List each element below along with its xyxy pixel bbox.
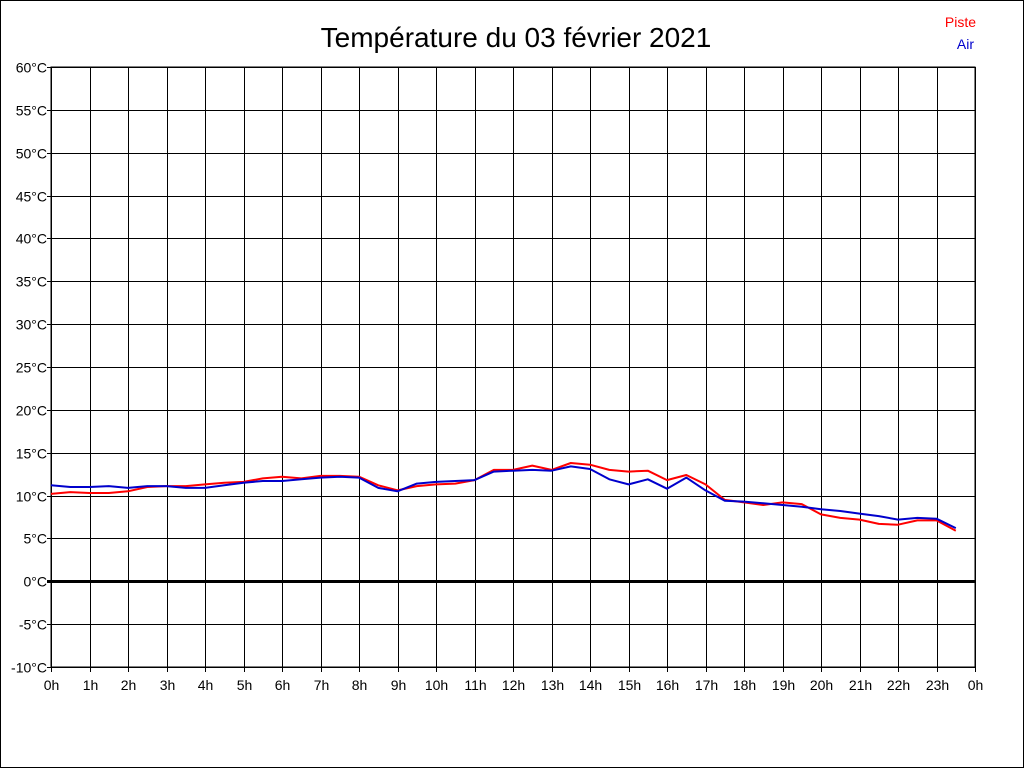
x-tick-label: 18h xyxy=(733,677,756,693)
x-tick-label: 22h xyxy=(887,677,910,693)
x-tick-label: 17h xyxy=(695,677,718,693)
y-tick-label: -5°C xyxy=(19,617,47,633)
x-tick-label: 8h xyxy=(352,677,368,693)
x-tick-label: 16h xyxy=(656,677,679,693)
y-tick-label: 10°C xyxy=(16,489,47,505)
y-tick-label: 35°C xyxy=(16,274,47,290)
axes: 0h 1h 2h 3h 4h 5h 6h 7h 8h 9h 10h 11h 12h 13h 14h 15h 16… xyxy=(11,60,983,694)
x-tick-label: 13h xyxy=(541,677,564,693)
x-tick-label: 11h xyxy=(464,677,486,693)
y-tick-label: 15°C xyxy=(16,446,47,462)
x-tick-label: 23h xyxy=(926,677,949,693)
y-tick-label: 45°C xyxy=(16,189,47,205)
y-tick-label: 60°C xyxy=(16,60,47,76)
grid xyxy=(47,66,976,672)
y-tick-label: 30°C xyxy=(16,317,47,333)
y-tick-label: 20°C xyxy=(16,403,47,419)
x-tick-label: 10h xyxy=(425,677,448,693)
x-tick-label: 9h xyxy=(391,677,407,693)
x-tick-label: 21h xyxy=(849,677,872,693)
y-tick-label: 40°C xyxy=(16,231,47,247)
series-line-piste xyxy=(50,462,957,532)
y-tick-label: 0°C xyxy=(24,574,48,590)
y-tick-label: -10°C xyxy=(11,660,47,676)
x-tick-label: 3h xyxy=(160,677,176,693)
x-tick-label: 5h xyxy=(237,677,253,693)
y-tick-label: 25°C xyxy=(16,360,47,376)
x-tick-label: 15h xyxy=(618,677,641,693)
x-tick-label: 12h xyxy=(502,677,525,693)
x-tick-label: 6h xyxy=(275,677,291,693)
x-tick-label: 7h xyxy=(314,677,330,693)
series-line-air xyxy=(50,465,957,529)
x-tick-label: 0h xyxy=(968,677,984,693)
x-tick-label: 2h xyxy=(121,677,137,693)
x-tick-label: 0h xyxy=(44,677,60,693)
chart-title: Température du 03 février 2021 xyxy=(321,22,712,53)
x-tick-label: 20h xyxy=(810,677,833,693)
x-tick-label: 14h xyxy=(579,677,602,693)
x-tick-label: 4h xyxy=(198,677,214,693)
x-tick-label: 1h xyxy=(83,677,99,693)
series-group xyxy=(50,462,957,532)
x-tick-label: 19h xyxy=(772,677,795,693)
y-tick-label: 55°C xyxy=(16,103,47,119)
y-tick-label: 5°C xyxy=(24,531,48,547)
legend-piste: Piste xyxy=(945,14,976,30)
y-tick-label: 50°C xyxy=(16,146,47,162)
legend-air: Air xyxy=(957,36,974,52)
